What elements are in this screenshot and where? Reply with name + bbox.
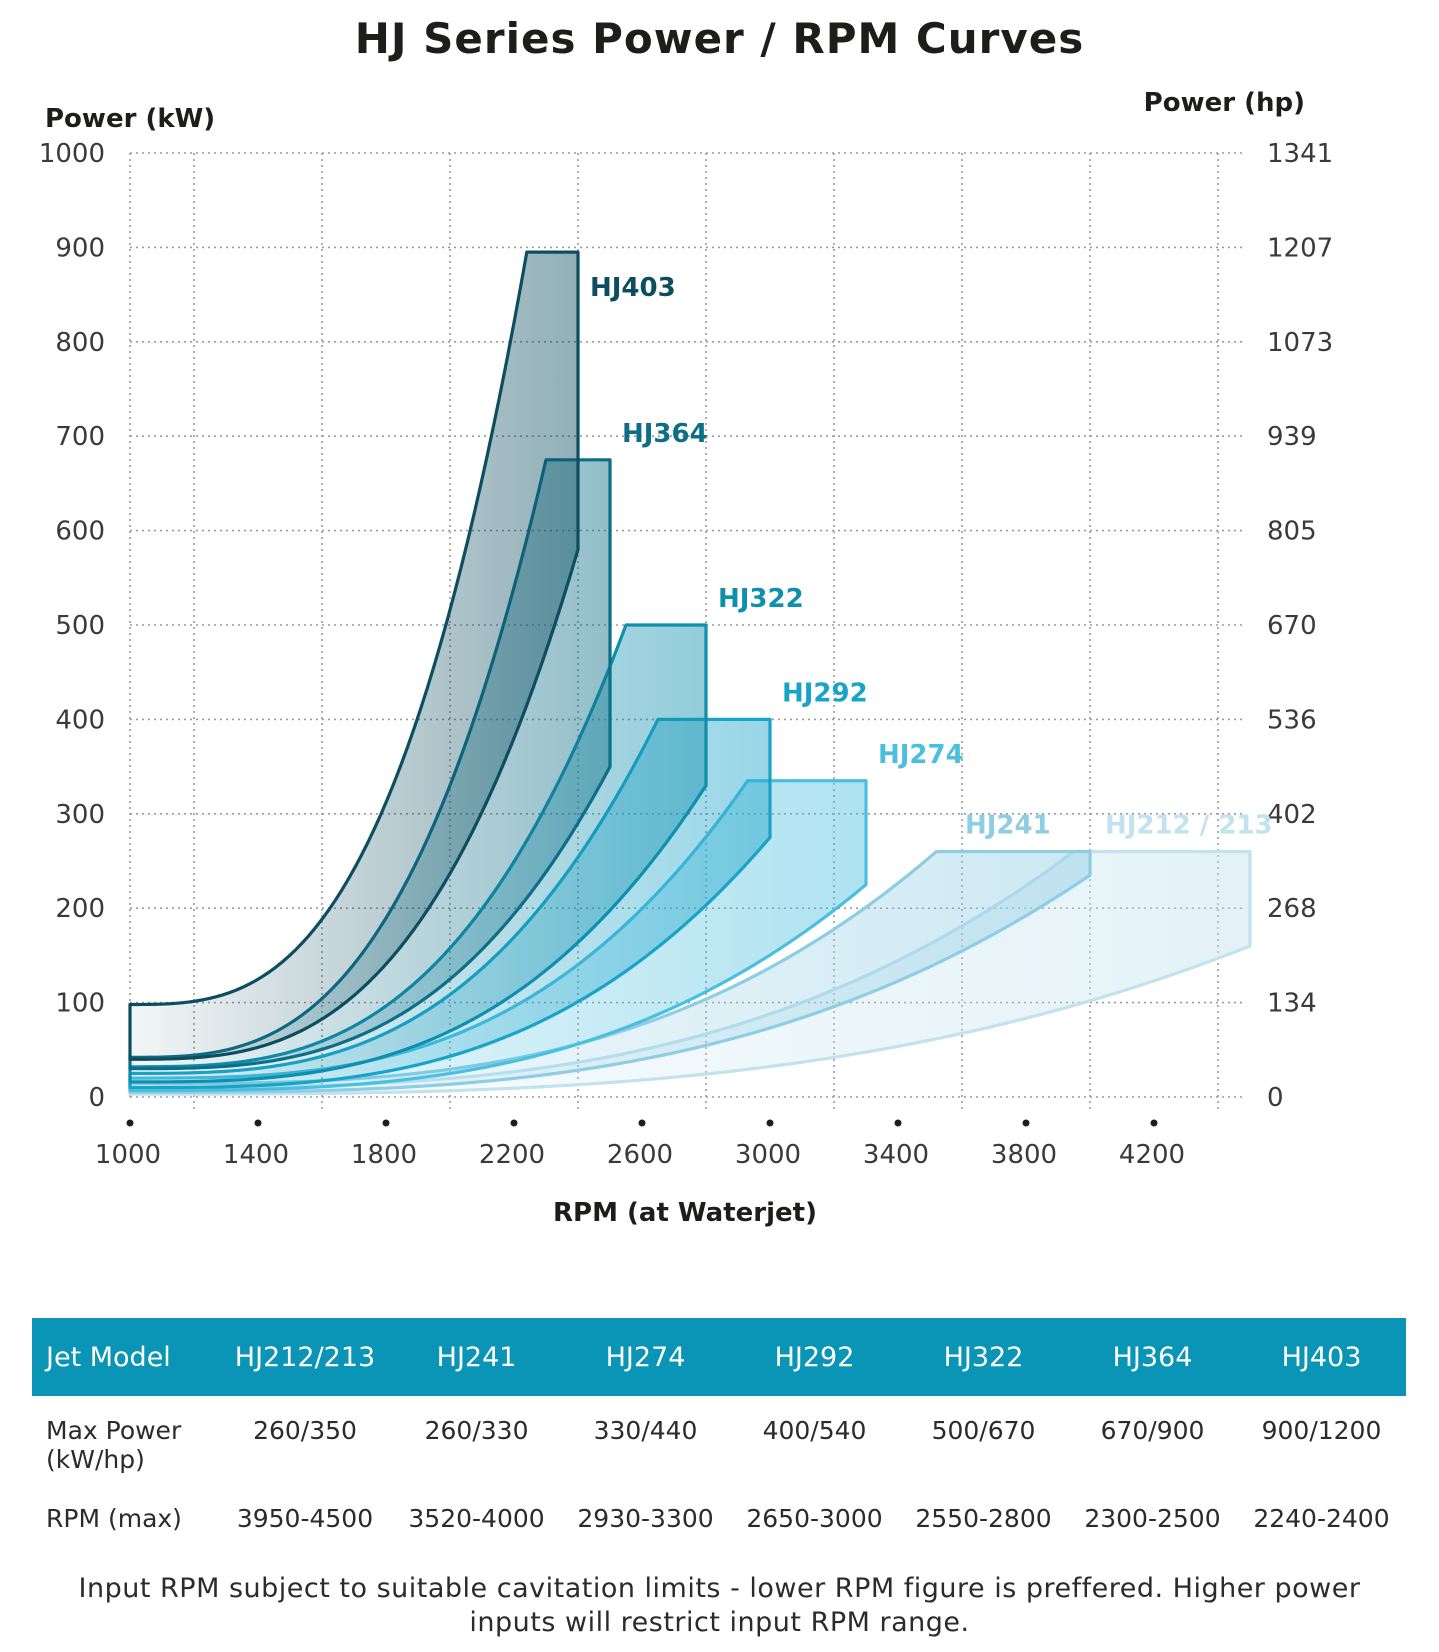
y2-tick-label: 805: [1267, 517, 1317, 547]
y2-tick-label: 134: [1267, 989, 1317, 1019]
grid-layer: [129, 152, 1242, 1109]
table-header-cell: HJ322: [899, 1318, 1068, 1396]
x-tick-mark: [254, 1119, 262, 1127]
y-tick-label: 700: [55, 422, 105, 452]
series-label: HJ212 / 213: [1105, 811, 1273, 841]
table-header-cell: HJ292: [730, 1318, 900, 1396]
y-tick-label: 900: [55, 233, 105, 263]
table-cell: 260/350: [253, 1416, 357, 1445]
y2-tick-label: 402: [1267, 800, 1317, 830]
table-row: Max Power (kW/hp) 260/350 260/330 330/440…: [32, 1396, 1406, 1488]
x-tick-label: 4200: [1119, 1140, 1185, 1170]
series-label: HJ274: [878, 740, 964, 770]
table-cell: 2550-2800: [915, 1504, 1052, 1533]
y-tick-label: 0: [88, 1083, 105, 1113]
series-label: HJ292: [782, 678, 868, 708]
table-header-cell: HJ364: [1068, 1318, 1237, 1396]
series-label: HJ322: [718, 584, 804, 614]
row-label-max-power: Max Power (kW/hp): [46, 1416, 182, 1474]
x-tick-label: 1400: [223, 1140, 289, 1170]
x-tick-mark: [1150, 1119, 1158, 1127]
series-areas: [128, 250, 1252, 1096]
table-cell: 330/440: [593, 1416, 698, 1445]
x-tick-label: 2600: [607, 1140, 673, 1170]
table-cell: 260/330: [424, 1416, 529, 1445]
table-cell: 3520-4000: [408, 1504, 545, 1533]
y-tick-label: 500: [55, 611, 105, 641]
table-cell: 900/1200: [1261, 1416, 1382, 1445]
x-axis-title: RPM (at Waterjet): [553, 1198, 817, 1228]
x-tick-mark: [638, 1119, 646, 1127]
series-label: HJ241: [965, 811, 1051, 841]
series-label: HJ403: [590, 273, 676, 303]
x-tick-label: 1800: [351, 1140, 417, 1170]
power-rpm-chart: 0 0 100 134 200 268 300 402 400 536 500 670 600 805 70…: [39, 88, 1333, 1228]
y2-tick-label: 536: [1267, 705, 1317, 735]
series-label: HJ364: [622, 419, 708, 449]
x-tick-label: 3400: [863, 1140, 929, 1170]
table-header-cell: Jet Model: [32, 1318, 218, 1396]
x-tick-mark: [894, 1119, 902, 1127]
jet-model-table: Jet Model HJ212/213 HJ241 HJ274 HJ292 HJ…: [32, 1318, 1406, 1544]
table-cell: 2930-3300: [577, 1504, 714, 1533]
table-cell: 670/900: [1100, 1416, 1205, 1445]
table-cell: 2650-3000: [746, 1504, 883, 1533]
x-tick-label: 3000: [735, 1140, 801, 1170]
table-row: RPM (max) 3950-4500 3520-4000 2930-3300 …: [32, 1488, 1406, 1544]
axes: 0 0 100 134 200 268 300 402 400 536 500 670 600 805 70…: [39, 88, 1333, 1228]
x-tick-mark: [126, 1119, 134, 1127]
table-header-cell: HJ403: [1236, 1318, 1406, 1396]
x-tick-mark: [382, 1119, 390, 1127]
x-tick-label: 3800: [991, 1140, 1057, 1170]
x-tick-label: 2200: [479, 1140, 545, 1170]
table-header-cell: HJ274: [561, 1318, 731, 1396]
x-tick-mark: [510, 1119, 518, 1127]
y2-tick-label: 268: [1267, 894, 1317, 924]
x-tick-mark: [1022, 1119, 1030, 1127]
y-tick-label: 600: [55, 517, 105, 547]
table-cell: 3950-4500: [236, 1504, 374, 1533]
footnote: Input RPM subject to suitable cavitation…: [78, 1573, 1361, 1638]
y2-tick-label: 670: [1267, 611, 1317, 641]
series-labels: HJ212 / 213 HJ241 HJ274 HJ292 HJ322 HJ364 HJ40…: [590, 273, 1273, 840]
y2-tick-label: 1073: [1267, 328, 1333, 358]
x-tick-label: 1000: [95, 1140, 161, 1170]
y-axis-title-right: Power (hp): [1144, 88, 1305, 118]
y2-tick-label: 1207: [1267, 233, 1333, 263]
y-tick-label: 200: [55, 894, 105, 924]
table-cell: 500/670: [931, 1416, 1036, 1445]
y-tick-label: 800: [55, 328, 105, 358]
table-cell: 400/540: [762, 1416, 867, 1445]
table-cell: 2300-2500: [1084, 1504, 1221, 1533]
table-cell: 2240-2400: [1253, 1504, 1390, 1533]
y-tick-label: 100: [55, 989, 105, 1019]
y-tick-label: 300: [55, 800, 105, 830]
page-title: HJ Series Power / RPM Curves: [354, 14, 1085, 63]
row-label-rpm-max: RPM (max): [46, 1504, 182, 1533]
y2-tick-label: 1341: [1267, 139, 1333, 169]
series-area: [128, 250, 580, 1061]
y-axis-title-left: Power (kW): [45, 104, 215, 134]
table-header-cell: HJ212/213: [217, 1318, 393, 1396]
y-tick-label: 1000: [39, 139, 105, 169]
y-tick-label: 400: [55, 705, 105, 735]
x-tick-mark: [766, 1119, 774, 1127]
y2-tick-label: 939: [1267, 422, 1317, 452]
table-header-cell: HJ241: [392, 1318, 562, 1396]
table-header-row: Jet Model HJ212/213 HJ241 HJ274 HJ292 HJ…: [32, 1318, 1406, 1396]
y2-tick-label: 0: [1267, 1083, 1284, 1113]
